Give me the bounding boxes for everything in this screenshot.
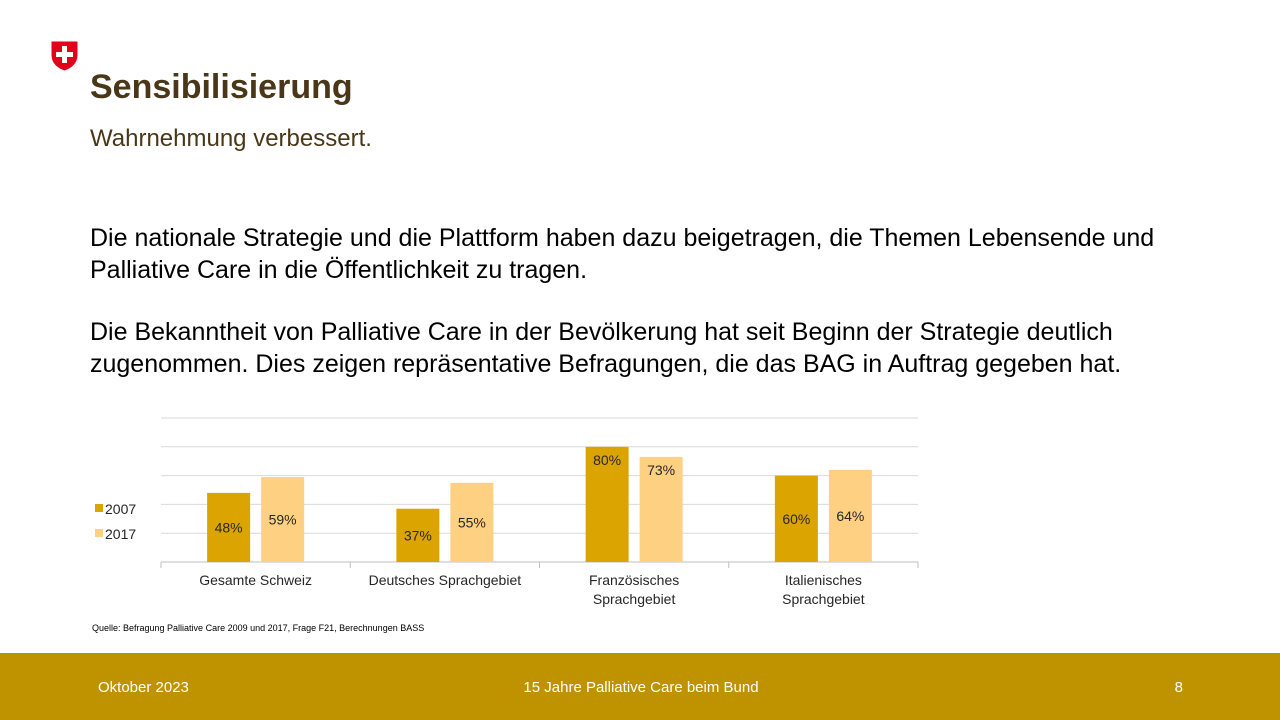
category-label: Deutsches Sprachgebiet <box>369 572 522 588</box>
legend-swatch-2007 <box>95 504 103 512</box>
bar-2017 <box>261 477 305 562</box>
bar-2017 <box>828 469 872 562</box>
footer-bar: Oktober 2023 15 Jahre Palliative Care be… <box>0 653 1280 720</box>
data-label: 59% <box>269 512 297 528</box>
swiss-coat-of-arms-icon <box>50 40 79 72</box>
data-label: 48% <box>215 519 243 535</box>
legend-label: 2007 <box>105 501 136 517</box>
data-label: 37% <box>404 527 432 543</box>
data-label: 80% <box>593 452 621 468</box>
slide-title: Sensibilisierung <box>90 68 353 106</box>
category-label: Sprachgebiet <box>782 591 865 607</box>
data-label: 73% <box>647 462 675 478</box>
category-label: Französisches <box>589 572 679 588</box>
footer-title: 15 Jahre Palliative Care beim Bund <box>523 679 759 696</box>
body-paragraph-1: Die nationale Strategie und die Plattfor… <box>90 224 1155 284</box>
legend-swatch-2017 <box>95 529 103 537</box>
bar-2007 <box>207 492 251 562</box>
bar-2017 <box>639 456 683 562</box>
data-label: 55% <box>458 514 486 530</box>
legend-label: 2017 <box>105 526 136 542</box>
awareness-bar-chart: 48% 59% Gesamte Schweiz 37% 55% Deutsches Spr… <box>95 417 919 607</box>
category-label: Gesamte Schweiz <box>199 572 312 588</box>
bar-2007 <box>774 475 818 562</box>
body-paragraph-2: Die Bekanntheit von Palliative Care in d… <box>90 318 1122 378</box>
footer-page-number: 8 <box>1174 679 1183 696</box>
chart-source-note: Quelle: Befragung Palliative Care 2009 u… <box>92 623 425 633</box>
data-label: 64% <box>836 508 864 524</box>
bar-2007 <box>396 508 440 562</box>
bar-2007 <box>585 446 629 562</box>
category-label: Sprachgebiet <box>593 591 676 607</box>
footer-date: Oktober 2023 <box>98 679 189 696</box>
data-label: 60% <box>782 511 810 527</box>
slide-subtitle: Wahrnehmung verbessert. <box>90 125 372 152</box>
bar-2017 <box>450 482 494 562</box>
category-label: Italienisches <box>785 572 862 588</box>
